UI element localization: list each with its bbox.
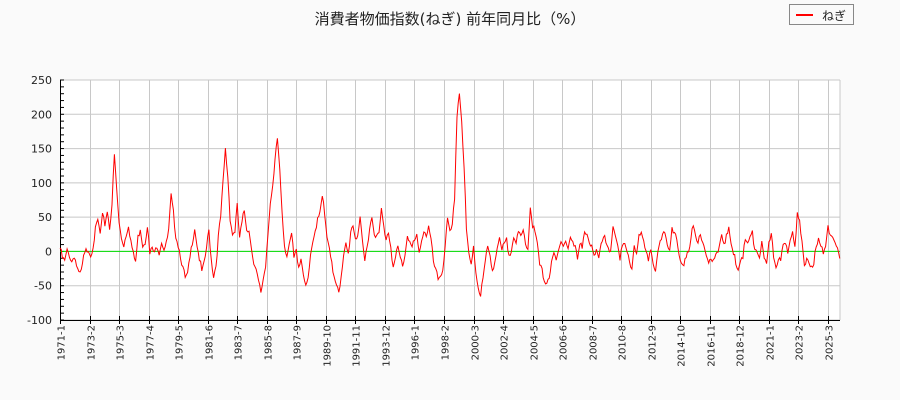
x-tick-label: 2006-6: [559, 325, 570, 360]
series-line-negi: [59, 93, 841, 297]
x-tick-label: 2004-5: [530, 325, 541, 360]
y-tick-label: 200: [31, 108, 52, 121]
x-tick-label: 2018-12: [736, 325, 747, 367]
chart-title: 消費者物価指数(ねぎ) 前年同月比（%）: [314, 10, 586, 28]
x-tick-label: 1979-5: [175, 325, 186, 360]
y-tick-label: 150: [31, 143, 52, 156]
x-tick-label: 2010-8: [618, 325, 629, 360]
x-tick-label: 1971-1: [57, 325, 68, 360]
x-tick-label: 1975-3: [116, 325, 127, 360]
y-tick-label: 100: [31, 177, 52, 190]
x-tick-label: 2012-9: [648, 325, 659, 360]
x-tick-label: 1977-4: [146, 325, 157, 360]
x-tick-label: 1993-12: [382, 325, 393, 367]
y-tick-label: 50: [38, 211, 52, 224]
x-tick-label: 1983-7: [234, 325, 245, 360]
x-tick-label: 2021-1: [766, 325, 777, 360]
legend-label: ねぎ: [822, 9, 847, 23]
x-tick-label: 2008-7: [589, 325, 600, 360]
x-tick-label: 1973-2: [87, 325, 98, 360]
y-tick-label: 250: [31, 74, 52, 87]
x-tick-label: 1985-8: [264, 325, 275, 360]
x-tick-label: 1981-6: [205, 325, 216, 360]
y-tick-label: -50: [34, 280, 52, 293]
x-tick-label: 2014-10: [677, 325, 688, 367]
legend: ねぎ: [789, 4, 854, 25]
x-tick-label: 2002-4: [500, 325, 511, 360]
x-tick-label: 1998-2: [441, 325, 452, 360]
legend-line-swatch: [796, 14, 813, 16]
x-tick-label: 1987-9: [293, 325, 304, 360]
y-tick-label: -100: [27, 314, 52, 327]
x-tick-label: 2016-11: [707, 325, 718, 367]
x-tick-label: 2000-3: [471, 325, 482, 360]
x-tick-label: 1996-1: [411, 325, 422, 360]
y-tick-label: 0: [45, 245, 52, 258]
x-tick-label: 1989-10: [323, 325, 334, 367]
x-tick-label: 1991-11: [352, 325, 363, 367]
x-tick-label: 2023-2: [795, 325, 806, 360]
plot-area: [60, 80, 840, 320]
x-tick-label: 2025-3: [825, 325, 836, 360]
